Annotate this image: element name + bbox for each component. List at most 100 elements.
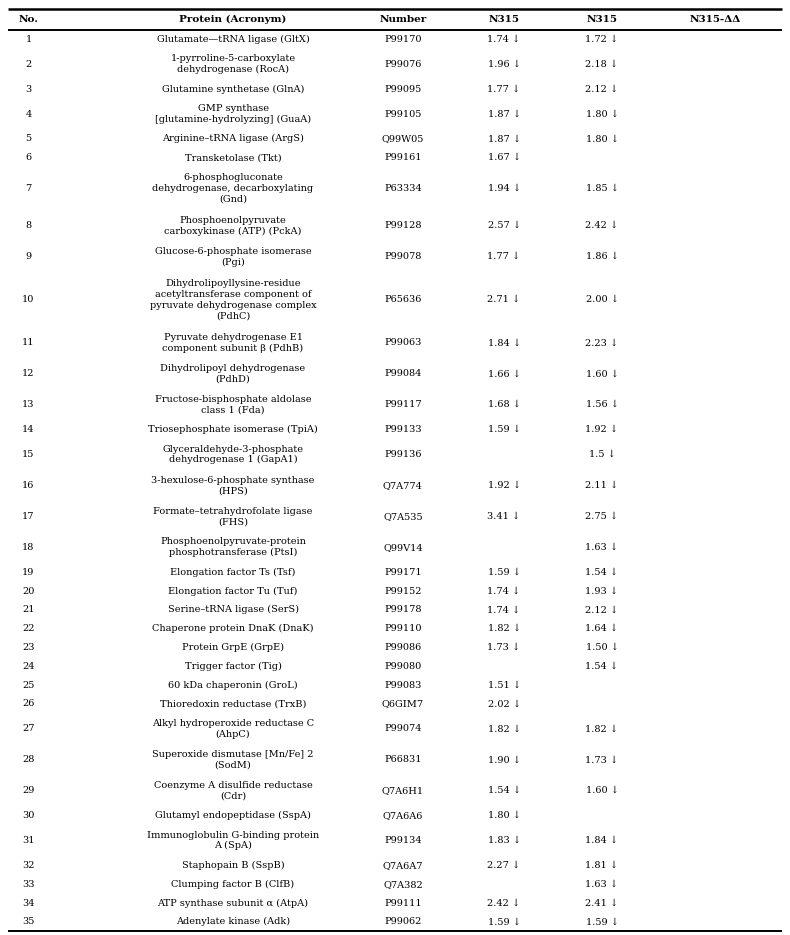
Text: Formate–tetrahydrofolate ligase
(FHS): Formate–tetrahydrofolate ligase (FHS): [153, 507, 313, 526]
Text: 2.71 ↓: 2.71 ↓: [487, 295, 521, 304]
Text: Superoxide dismutase [Mn/Fe] 2
(SodM): Superoxide dismutase [Mn/Fe] 2 (SodM): [152, 750, 314, 770]
Text: Pyruvate dehydrogenase E1
component subunit β (PdhB): Pyruvate dehydrogenase E1 component subu…: [163, 333, 303, 352]
Text: 3-hexulose-6-phosphate synthase
(HPS): 3-hexulose-6-phosphate synthase (HPS): [152, 476, 314, 496]
Text: 60 kDa chaperonin (GroL): 60 kDa chaperonin (GroL): [168, 681, 298, 690]
Text: Serine–tRNA ligase (SerS): Serine–tRNA ligase (SerS): [167, 605, 299, 614]
Text: Immunoglobulin G-binding protein
A (SpA): Immunoglobulin G-binding protein A (SpA): [147, 830, 319, 851]
Text: 2.18 ↓: 2.18 ↓: [585, 60, 619, 69]
Text: Alkyl hydroperoxide reductase C
(AhpC): Alkyl hydroperoxide reductase C (AhpC): [152, 719, 314, 739]
Text: 28: 28: [22, 755, 35, 764]
Text: 2.42 ↓: 2.42 ↓: [585, 222, 619, 230]
Text: Thioredoxin reductase (TrxB): Thioredoxin reductase (TrxB): [160, 699, 307, 709]
Text: 1.94 ↓: 1.94 ↓: [487, 184, 521, 194]
Text: Q99V14: Q99V14: [383, 543, 423, 552]
Text: 9: 9: [25, 252, 32, 261]
Text: 1.85 ↓: 1.85 ↓: [585, 184, 619, 194]
Text: 32: 32: [22, 861, 35, 870]
Text: GMP synthase
[glutamine-hydrolyzing] (GuaA): GMP synthase [glutamine-hydrolyzing] (Gu…: [155, 104, 311, 124]
Text: 35: 35: [22, 917, 35, 927]
Text: 8: 8: [25, 222, 32, 230]
Text: 1.68 ↓: 1.68 ↓: [487, 400, 521, 410]
Text: 1.84 ↓: 1.84 ↓: [487, 338, 521, 347]
Text: N315: N315: [488, 15, 520, 24]
Text: P99080: P99080: [384, 662, 422, 670]
Text: 2.41 ↓: 2.41 ↓: [585, 899, 619, 908]
Text: Glucose-6-phosphate isomerase
(Pgi): Glucose-6-phosphate isomerase (Pgi): [155, 247, 311, 266]
Text: Dihydrolipoyl dehydrogenase
(PdhD): Dihydrolipoyl dehydrogenase (PdhD): [160, 364, 306, 383]
Text: 1.82 ↓: 1.82 ↓: [487, 625, 521, 633]
Text: 13: 13: [22, 400, 35, 410]
Text: 2.27 ↓: 2.27 ↓: [487, 861, 521, 870]
Text: Chaperone protein DnaK (DnaK): Chaperone protein DnaK (DnaK): [152, 625, 314, 633]
Text: 2.11 ↓: 2.11 ↓: [585, 481, 619, 490]
Text: 16: 16: [22, 481, 35, 490]
Text: P99084: P99084: [384, 369, 422, 379]
Text: Fructose-bisphosphate aldolase
class 1 (Fda): Fructose-bisphosphate aldolase class 1 (…: [155, 395, 311, 414]
Text: 1.92 ↓: 1.92 ↓: [487, 481, 521, 490]
Text: Q7A6A7: Q7A6A7: [382, 861, 423, 870]
Text: 1.59 ↓: 1.59 ↓: [585, 917, 619, 927]
Text: Phosphoenolpyruvate-protein
phosphotransferase (PtsI): Phosphoenolpyruvate-protein phosphotrans…: [160, 538, 306, 557]
Text: 1.74 ↓: 1.74 ↓: [487, 586, 521, 596]
Text: 1.60 ↓: 1.60 ↓: [585, 369, 619, 379]
Text: Q6GIM7: Q6GIM7: [382, 699, 424, 709]
Text: 17: 17: [22, 512, 35, 521]
Text: 1.74 ↓: 1.74 ↓: [487, 35, 521, 44]
Text: 1.67 ↓: 1.67 ↓: [487, 153, 521, 163]
Text: Q7A6A6: Q7A6A6: [382, 812, 423, 820]
Text: 1.64 ↓: 1.64 ↓: [585, 625, 619, 633]
Text: Staphopain B (SspB): Staphopain B (SspB): [182, 861, 284, 870]
Text: 1.82 ↓: 1.82 ↓: [487, 725, 521, 733]
Text: Glutamate—tRNA ligase (GltX): Glutamate—tRNA ligase (GltX): [156, 35, 310, 44]
Text: 1.86 ↓: 1.86 ↓: [585, 252, 619, 261]
Text: 6-phosphogluconate
dehydrogenase, decarboxylating
(Gnd): 6-phosphogluconate dehydrogenase, decarb…: [152, 174, 314, 204]
Text: 1.87 ↓: 1.87 ↓: [487, 109, 521, 119]
Text: P99105: P99105: [384, 109, 422, 119]
Text: 1.56 ↓: 1.56 ↓: [585, 400, 619, 410]
Text: 2: 2: [25, 60, 32, 69]
Text: 24: 24: [22, 662, 35, 670]
Text: 2.42 ↓: 2.42 ↓: [487, 899, 521, 908]
Text: 2.12 ↓: 2.12 ↓: [585, 85, 619, 94]
Text: Elongation factor Tu (Tuf): Elongation factor Tu (Tuf): [168, 586, 298, 596]
Text: P99074: P99074: [384, 725, 422, 733]
Text: Phosphoenolpyruvate
carboxykinase (ATP) (PckA): Phosphoenolpyruvate carboxykinase (ATP) …: [164, 216, 302, 236]
Text: 2.02 ↓: 2.02 ↓: [487, 699, 521, 709]
Text: Q7A6H1: Q7A6H1: [382, 786, 424, 796]
Text: 1.74 ↓: 1.74 ↓: [487, 605, 521, 614]
Text: P99083: P99083: [384, 681, 422, 690]
Text: 1.59 ↓: 1.59 ↓: [487, 568, 521, 577]
Text: 1.5 ↓: 1.5 ↓: [589, 450, 615, 459]
Text: 2.12 ↓: 2.12 ↓: [585, 605, 619, 614]
Text: 2.75 ↓: 2.75 ↓: [585, 512, 619, 521]
Text: P99171: P99171: [384, 568, 422, 577]
Text: 1.81 ↓: 1.81 ↓: [585, 861, 619, 870]
Text: 33: 33: [22, 880, 35, 889]
Text: 1.84 ↓: 1.84 ↓: [585, 836, 619, 845]
Text: 1.66 ↓: 1.66 ↓: [487, 369, 521, 379]
Text: 1.93 ↓: 1.93 ↓: [585, 586, 619, 596]
Text: 1.96 ↓: 1.96 ↓: [487, 60, 521, 69]
Text: 1.60 ↓: 1.60 ↓: [585, 786, 619, 796]
Text: Q7A535: Q7A535: [383, 512, 423, 521]
Text: P99078: P99078: [384, 252, 422, 261]
Text: Glutamyl endopeptidase (SspA): Glutamyl endopeptidase (SspA): [155, 811, 311, 820]
Text: 1.54 ↓: 1.54 ↓: [585, 568, 619, 577]
Text: N315-ΔΔ: N315-ΔΔ: [690, 15, 740, 24]
Text: 1.80 ↓: 1.80 ↓: [585, 109, 619, 119]
Text: 2.00 ↓: 2.00 ↓: [585, 295, 619, 304]
Text: 14: 14: [22, 425, 35, 434]
Text: Protein GrpE (GrpE): Protein GrpE (GrpE): [182, 643, 284, 652]
Text: 1.63 ↓: 1.63 ↓: [585, 543, 619, 552]
Text: 1.90 ↓: 1.90 ↓: [487, 755, 521, 764]
Text: 1.54 ↓: 1.54 ↓: [585, 662, 619, 670]
Text: P99178: P99178: [384, 605, 422, 614]
Text: 21: 21: [22, 605, 35, 614]
Text: 23: 23: [22, 643, 35, 652]
Text: 12: 12: [22, 369, 35, 379]
Text: 2.57 ↓: 2.57 ↓: [487, 222, 521, 230]
Text: Triosephosphate isomerase (TpiA): Triosephosphate isomerase (TpiA): [149, 425, 318, 434]
Text: Q7A774: Q7A774: [383, 481, 423, 490]
Text: 34: 34: [22, 899, 35, 908]
Text: 26: 26: [22, 699, 35, 709]
